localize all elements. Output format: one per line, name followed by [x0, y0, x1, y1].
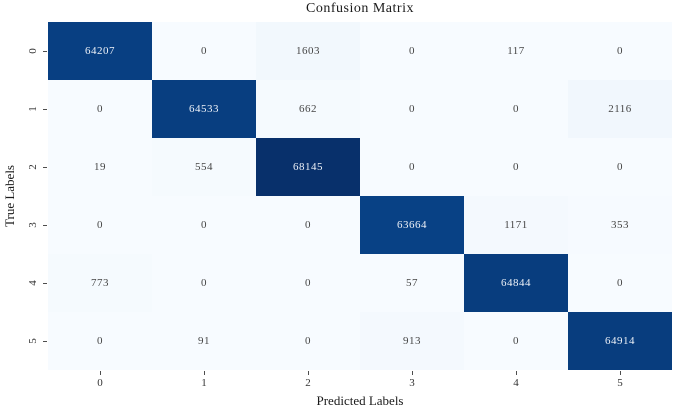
- heatmap-cell: 0: [256, 312, 360, 370]
- heatmap-cell: 0: [256, 254, 360, 312]
- heatmap-cell: 63664: [360, 196, 464, 254]
- heatmap-cell: 0: [464, 80, 568, 138]
- x-tick-mark: [516, 371, 517, 375]
- heatmap-cell: 68145: [256, 138, 360, 196]
- heatmap-cell: 0: [256, 196, 360, 254]
- heatmap-cell: 0: [48, 312, 152, 370]
- heatmap-cell: 0: [568, 22, 672, 80]
- y-tick-mark: [43, 51, 47, 52]
- heatmap-grid: 64207 0 1603 0 117 0 0 64533 662 0 0 2116 19 554 68145…: [48, 22, 672, 370]
- heatmap-cell: 117: [464, 22, 568, 80]
- y-tick-mark: [43, 341, 47, 342]
- heatmap-cell: 554: [152, 138, 256, 196]
- y-tick-mark: [43, 283, 47, 284]
- x-axis-label: Predicted Labels: [316, 393, 404, 408]
- x-tick-mark: [308, 371, 309, 375]
- heatmap-cell: 1603: [256, 22, 360, 80]
- heatmap-cell: 0: [152, 22, 256, 80]
- heatmap-cell: 0: [568, 138, 672, 196]
- x-tick-mark: [204, 371, 205, 375]
- heatmap-cell: 0: [48, 196, 152, 254]
- y-tick-mark: [43, 109, 47, 110]
- heatmap-cell: 0: [152, 254, 256, 312]
- heatmap-cell: 0: [360, 80, 464, 138]
- x-tick-mark: [620, 371, 621, 375]
- y-tick-mark: [43, 225, 47, 226]
- heatmap-cell: 64844: [464, 254, 568, 312]
- heatmap-cell: 353: [568, 196, 672, 254]
- heatmap-cell: 0: [360, 138, 464, 196]
- heatmap-cell: 662: [256, 80, 360, 138]
- x-tick-mark: [100, 371, 101, 375]
- heatmap-cell: 57: [360, 254, 464, 312]
- x-tick-mark: [412, 371, 413, 375]
- heatmap-cell: 0: [152, 196, 256, 254]
- heatmap-cell: 19: [48, 138, 152, 196]
- heatmap-cell: 64533: [152, 80, 256, 138]
- heatmap-cell: 0: [464, 312, 568, 370]
- heatmap-cell: 0: [48, 80, 152, 138]
- heatmap-cell: 913: [360, 312, 464, 370]
- heatmap-cell: 91: [152, 312, 256, 370]
- heatmap-cell: 0: [360, 22, 464, 80]
- heatmap-cell: 64914: [568, 312, 672, 370]
- heatmap-cell: 64207: [48, 22, 152, 80]
- heatmap-cell: 0: [568, 254, 672, 312]
- y-tick-mark: [43, 167, 47, 168]
- heatmap-cell: 1171: [464, 196, 568, 254]
- chart-title: Confusion Matrix: [306, 1, 414, 16]
- heatmap-cell: 773: [48, 254, 152, 312]
- heatmap-cell: 0: [464, 138, 568, 196]
- heatmap-cell: 2116: [568, 80, 672, 138]
